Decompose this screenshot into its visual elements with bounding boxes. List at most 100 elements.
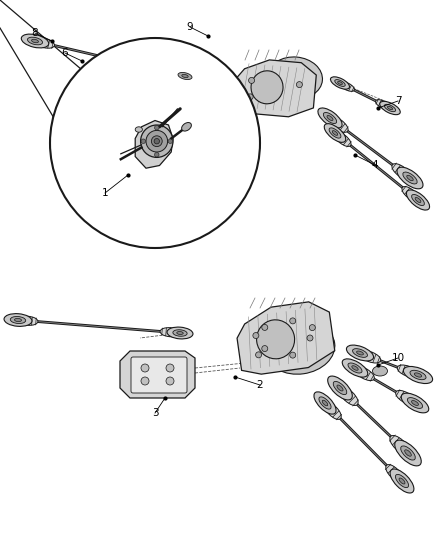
Circle shape	[141, 139, 145, 143]
Ellipse shape	[415, 198, 421, 203]
Ellipse shape	[390, 435, 409, 454]
Ellipse shape	[18, 316, 38, 325]
Circle shape	[166, 377, 174, 385]
Ellipse shape	[327, 116, 333, 120]
Ellipse shape	[318, 108, 342, 128]
Circle shape	[152, 136, 162, 147]
Ellipse shape	[403, 367, 433, 384]
Ellipse shape	[346, 345, 374, 361]
Text: 2: 2	[257, 380, 263, 390]
Circle shape	[249, 77, 254, 84]
Ellipse shape	[135, 127, 142, 132]
Ellipse shape	[412, 400, 418, 406]
Polygon shape	[233, 60, 316, 117]
Ellipse shape	[410, 370, 426, 379]
Circle shape	[141, 125, 173, 157]
Ellipse shape	[335, 79, 345, 86]
Circle shape	[309, 325, 315, 330]
Ellipse shape	[268, 57, 322, 99]
Circle shape	[262, 345, 268, 352]
Ellipse shape	[328, 376, 352, 400]
Ellipse shape	[395, 440, 421, 466]
Ellipse shape	[375, 100, 390, 109]
Circle shape	[50, 38, 260, 248]
Ellipse shape	[406, 190, 430, 210]
Text: 8: 8	[32, 28, 38, 38]
Ellipse shape	[372, 366, 388, 376]
Ellipse shape	[340, 82, 354, 91]
Text: 3: 3	[152, 408, 158, 418]
Ellipse shape	[331, 77, 350, 89]
Ellipse shape	[397, 167, 423, 189]
Polygon shape	[237, 302, 335, 374]
Ellipse shape	[21, 34, 49, 48]
Ellipse shape	[396, 474, 409, 488]
Circle shape	[307, 335, 313, 341]
Ellipse shape	[352, 366, 358, 370]
Circle shape	[141, 377, 149, 385]
Ellipse shape	[32, 39, 39, 43]
Text: 10: 10	[392, 353, 405, 363]
Ellipse shape	[405, 450, 411, 456]
Circle shape	[154, 139, 159, 144]
Ellipse shape	[35, 38, 54, 48]
Ellipse shape	[414, 373, 422, 377]
Ellipse shape	[385, 104, 396, 111]
Ellipse shape	[357, 351, 364, 355]
Ellipse shape	[407, 175, 413, 181]
Ellipse shape	[182, 123, 191, 131]
Circle shape	[168, 139, 173, 143]
Ellipse shape	[319, 397, 331, 409]
Ellipse shape	[11, 317, 26, 324]
Ellipse shape	[396, 391, 415, 405]
Ellipse shape	[360, 351, 381, 363]
Circle shape	[262, 325, 268, 330]
Text: 1: 1	[102, 188, 108, 198]
Ellipse shape	[338, 82, 343, 85]
Ellipse shape	[172, 70, 198, 83]
Ellipse shape	[257, 320, 295, 359]
Ellipse shape	[386, 465, 403, 482]
Ellipse shape	[399, 478, 405, 484]
Ellipse shape	[402, 187, 418, 201]
Ellipse shape	[160, 328, 180, 337]
Ellipse shape	[397, 365, 418, 377]
Ellipse shape	[412, 195, 424, 206]
Circle shape	[146, 131, 168, 152]
Text: 9: 9	[187, 22, 193, 32]
Ellipse shape	[324, 124, 346, 142]
Ellipse shape	[337, 385, 343, 391]
Ellipse shape	[322, 400, 328, 406]
Circle shape	[297, 82, 302, 87]
Circle shape	[141, 364, 149, 372]
Circle shape	[290, 352, 296, 358]
Ellipse shape	[251, 71, 283, 104]
Ellipse shape	[407, 398, 423, 408]
Ellipse shape	[173, 330, 187, 336]
Ellipse shape	[329, 128, 341, 138]
Text: 4: 4	[372, 160, 378, 170]
Ellipse shape	[167, 327, 193, 339]
Circle shape	[290, 318, 296, 324]
Ellipse shape	[348, 363, 362, 373]
Ellipse shape	[392, 164, 410, 179]
Ellipse shape	[388, 107, 392, 110]
Ellipse shape	[182, 75, 188, 78]
Ellipse shape	[329, 117, 348, 132]
Circle shape	[253, 333, 259, 338]
Ellipse shape	[265, 322, 335, 374]
Ellipse shape	[339, 387, 358, 406]
Ellipse shape	[342, 359, 368, 377]
Ellipse shape	[14, 318, 21, 321]
Ellipse shape	[335, 132, 351, 147]
Ellipse shape	[166, 69, 185, 79]
Ellipse shape	[355, 367, 374, 381]
Text: 6: 6	[62, 48, 68, 58]
Ellipse shape	[401, 393, 429, 413]
Polygon shape	[135, 120, 173, 168]
Ellipse shape	[333, 382, 347, 394]
Ellipse shape	[332, 131, 338, 135]
Circle shape	[247, 94, 253, 100]
Ellipse shape	[324, 402, 341, 419]
Ellipse shape	[353, 349, 367, 357]
